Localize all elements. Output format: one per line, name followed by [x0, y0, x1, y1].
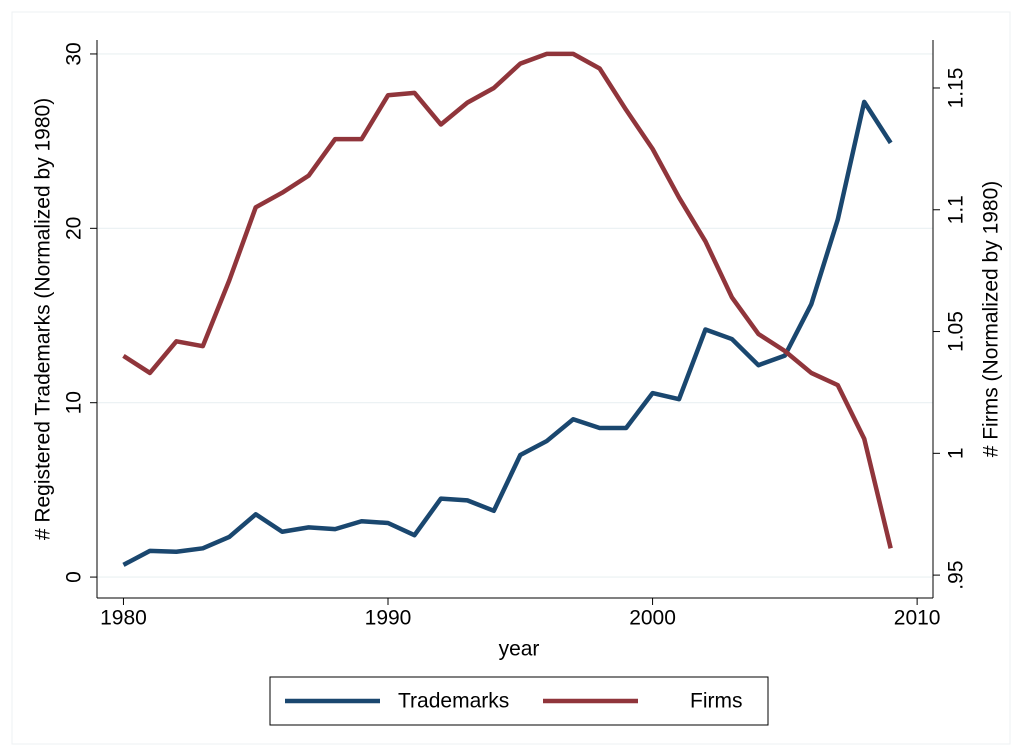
x-tick-label: 1990 — [365, 607, 412, 630]
y2-axis-title: # Firms (Normalized by 1980) — [980, 181, 1003, 458]
y2-tick-label: .95 — [945, 561, 968, 590]
x-tick-label: 1980 — [100, 607, 147, 630]
x-axis-title: year — [499, 638, 540, 661]
y-axis-title: # Registered Trademarks (Normalized by 1… — [32, 98, 55, 540]
x-tick-label: 2010 — [894, 607, 941, 630]
y-tick-label: 30 — [63, 42, 86, 65]
legend-label: Trademarks — [398, 690, 509, 713]
y2-tick-label: 1.1 — [945, 195, 968, 224]
x-tick-label: 2000 — [629, 607, 676, 630]
y-tick-label: 20 — [63, 217, 86, 240]
legend-label: Firms — [690, 690, 742, 713]
series-line — [122, 51, 893, 549]
y-tick-label: 0 — [63, 571, 86, 583]
y2-tick-label: 1.05 — [945, 311, 968, 352]
graph-region — [11, 11, 1011, 745]
y-tick-label: 10 — [63, 391, 86, 414]
series-line — [122, 99, 893, 567]
y2-tick-label: 1.15 — [945, 68, 968, 109]
y2-tick-label: 1 — [945, 447, 968, 459]
